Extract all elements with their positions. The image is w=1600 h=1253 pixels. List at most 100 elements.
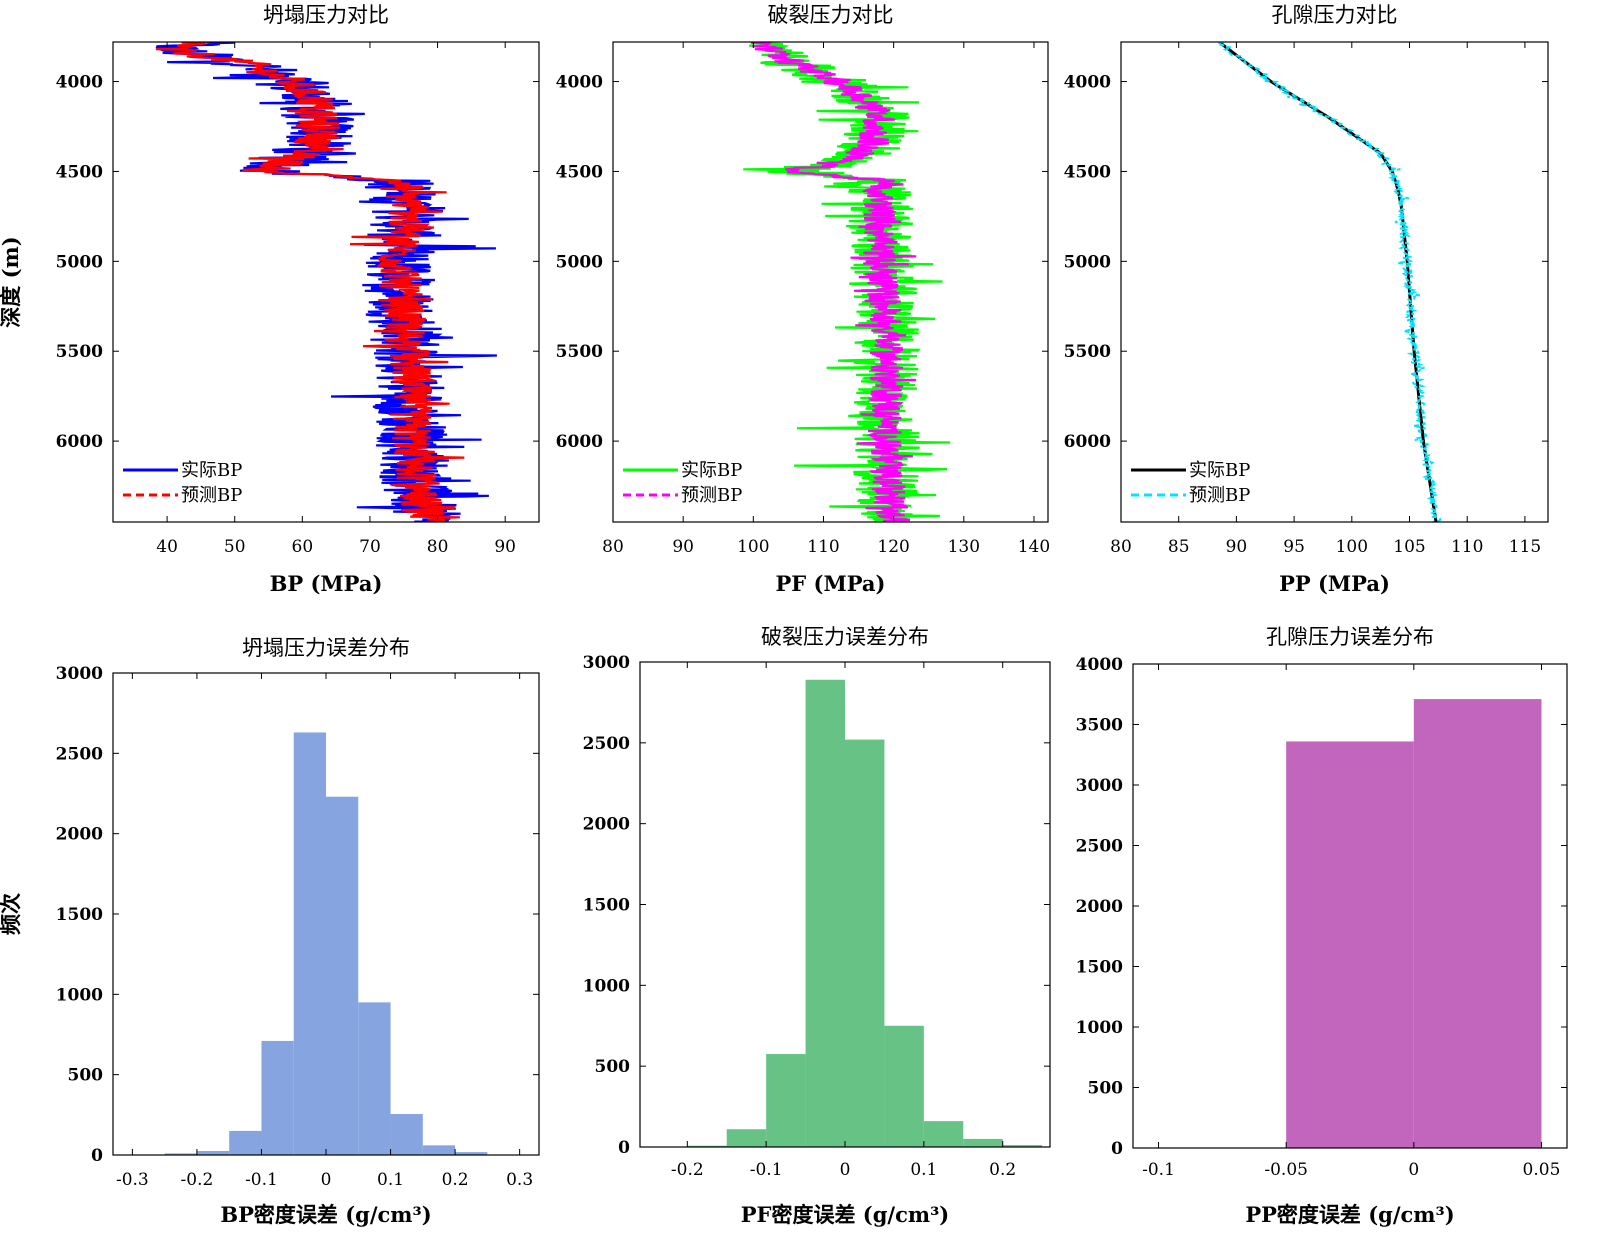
y-tick-label: 1500	[583, 896, 630, 916]
legend-label: 预测BP	[681, 485, 742, 506]
x-tick-label: 140	[1018, 537, 1050, 557]
y-tick-label: 2500	[583, 734, 630, 754]
histogram-bar	[726, 1129, 767, 1147]
y-axis-label: 深度 (m)	[0, 236, 23, 327]
y-tick-label: 5500	[556, 342, 603, 362]
axes-frame	[612, 41, 1049, 523]
y-tick-label: 0	[618, 1138, 630, 1158]
y-axis-label: 频次	[0, 893, 23, 935]
series-line-actual	[743, 42, 951, 522]
x-tick-label: 130	[948, 537, 980, 557]
series-line-predicted	[155, 42, 465, 522]
y-tick-label: 6000	[1064, 432, 1111, 452]
x-tick-label: 90	[1226, 537, 1248, 557]
histogram-bar	[1413, 699, 1542, 1148]
x-tick-label: 0	[1408, 1160, 1419, 1180]
x-tick-label: -0.1	[245, 1170, 278, 1190]
x-tick-label: 80	[1110, 537, 1132, 557]
x-tick-label: 0.1	[910, 1160, 937, 1180]
x-axis-label: PP密度误差 (g/cm³)	[1245, 1202, 1454, 1227]
x-tick-label: 100	[737, 537, 769, 557]
pp-error-histogram: -0.1 -0.05 0 0.05 0 500 1000 1500 2000 2500 3000 35…	[1076, 625, 1568, 1227]
y-tick-label: 4000	[556, 73, 603, 93]
x-tick-label: 60	[292, 537, 314, 557]
y-tick-label: 2500	[56, 744, 103, 764]
y-tick-label: 5000	[556, 252, 603, 272]
pf-error-histogram: -0.2 -0.1 0 0.1 0.2 0 500 1000 1500 2000 2500 3000 破…	[583, 625, 1051, 1227]
y-tick-label: 4500	[556, 162, 603, 182]
histogram-bar	[293, 732, 326, 1155]
y-tick-label: 1500	[1076, 958, 1123, 978]
x-axis-label: BP密度误差 (g/cm³)	[220, 1202, 431, 1227]
y-tick-label: 3000	[583, 653, 630, 673]
y-tick-label: 6000	[556, 432, 603, 452]
x-tick-label: 0.1	[377, 1170, 404, 1190]
axes-frame	[112, 41, 540, 523]
bp-comparison-chart: 40 50 60 70 80 90 4000 4500 5000 5500 6000 坍塌压力对比 BP…	[0, 3, 540, 596]
x-axis-label: BP (MPa)	[270, 571, 383, 596]
legend-label: 实际BP	[681, 460, 742, 481]
x-tick-label: 0.2	[989, 1160, 1016, 1180]
x-tick-label: -0.3	[116, 1170, 149, 1190]
series-line-predicted	[1216, 42, 1442, 522]
histogram-bar	[358, 1002, 391, 1155]
x-tick-label: 0	[840, 1160, 851, 1180]
axes-frame	[1120, 41, 1549, 523]
histogram-bar	[229, 1130, 262, 1155]
x-tick-label: 0.2	[442, 1170, 469, 1190]
y-tick-label: 2000	[583, 815, 630, 835]
x-tick-label: 100	[1336, 537, 1368, 557]
chart-title: 孔隙压力误差分布	[1266, 625, 1434, 649]
y-tick-label: 4000	[1064, 73, 1111, 93]
histogram-bar	[164, 1153, 197, 1155]
histogram-bar	[1002, 1145, 1043, 1147]
x-tick-label: 50	[224, 537, 246, 557]
x-axis-label: PP (MPa)	[1279, 571, 1390, 596]
x-tick-label: 85	[1168, 537, 1190, 557]
y-tick-label: 5500	[56, 342, 103, 362]
y-tick-label: 5500	[1064, 342, 1111, 362]
y-tick-label: 4500	[1064, 162, 1111, 182]
histogram-bar	[963, 1138, 1003, 1147]
y-tick-label: 1000	[583, 976, 630, 996]
legend-label: 实际BP	[181, 460, 242, 481]
pf-comparison-chart: 80 90 100 110 120 130 140 4000 4500 5000 5500 6000 破…	[556, 3, 1051, 596]
y-tick-label: 2500	[1076, 837, 1123, 857]
x-axis-label: PF (MPa)	[776, 571, 886, 596]
y-tick-label: 4500	[56, 162, 103, 182]
y-tick-label: 500	[1088, 1079, 1124, 1099]
x-tick-label: -0.1	[750, 1160, 783, 1180]
legend-label: 预测BP	[181, 485, 242, 506]
y-tick-label: 0	[91, 1146, 103, 1166]
x-tick-label: 0	[321, 1170, 332, 1190]
histogram-bar	[923, 1121, 964, 1147]
x-tick-label: 40	[156, 537, 178, 557]
x-tick-label: 90	[672, 537, 694, 557]
x-tick-label: -0.2	[181, 1170, 214, 1190]
y-tick-label: 0	[1111, 1139, 1123, 1159]
y-tick-label: 1500	[56, 905, 103, 925]
x-tick-label: 0.3	[506, 1170, 533, 1190]
x-tick-label: 0.05	[1523, 1160, 1561, 1180]
x-tick-label: -0.05	[1264, 1160, 1308, 1180]
x-tick-label: 110	[1451, 537, 1483, 557]
y-tick-label: 3000	[56, 664, 103, 684]
histogram-bar	[196, 1150, 230, 1155]
y-tick-label: 1000	[1076, 1018, 1123, 1038]
x-tick-label: -0.2	[671, 1160, 704, 1180]
histogram-bar	[805, 679, 845, 1147]
x-tick-label: 80	[602, 537, 624, 557]
x-tick-label: 95	[1283, 537, 1305, 557]
y-tick-label: 5000	[1064, 252, 1111, 272]
bp-error-histogram: -0.3 -0.2 -0.1 0 0.1 0.2 0.3 0 500 1000 1500 2000 25…	[0, 636, 540, 1227]
histogram-bar	[845, 739, 885, 1147]
x-tick-label: 110	[807, 537, 839, 557]
y-tick-label: 2000	[56, 825, 103, 845]
pp-comparison-chart: 80 85 90 95 100 105 110 115 4000 4500 5000 5500 6000…	[1064, 3, 1549, 596]
legend-label: 预测BP	[1189, 485, 1250, 506]
chart-title: 坍塌压力误差分布	[242, 636, 410, 660]
x-tick-label: -0.1	[1142, 1160, 1175, 1180]
y-tick-label: 500	[595, 1057, 631, 1077]
y-tick-label: 6000	[56, 432, 103, 452]
